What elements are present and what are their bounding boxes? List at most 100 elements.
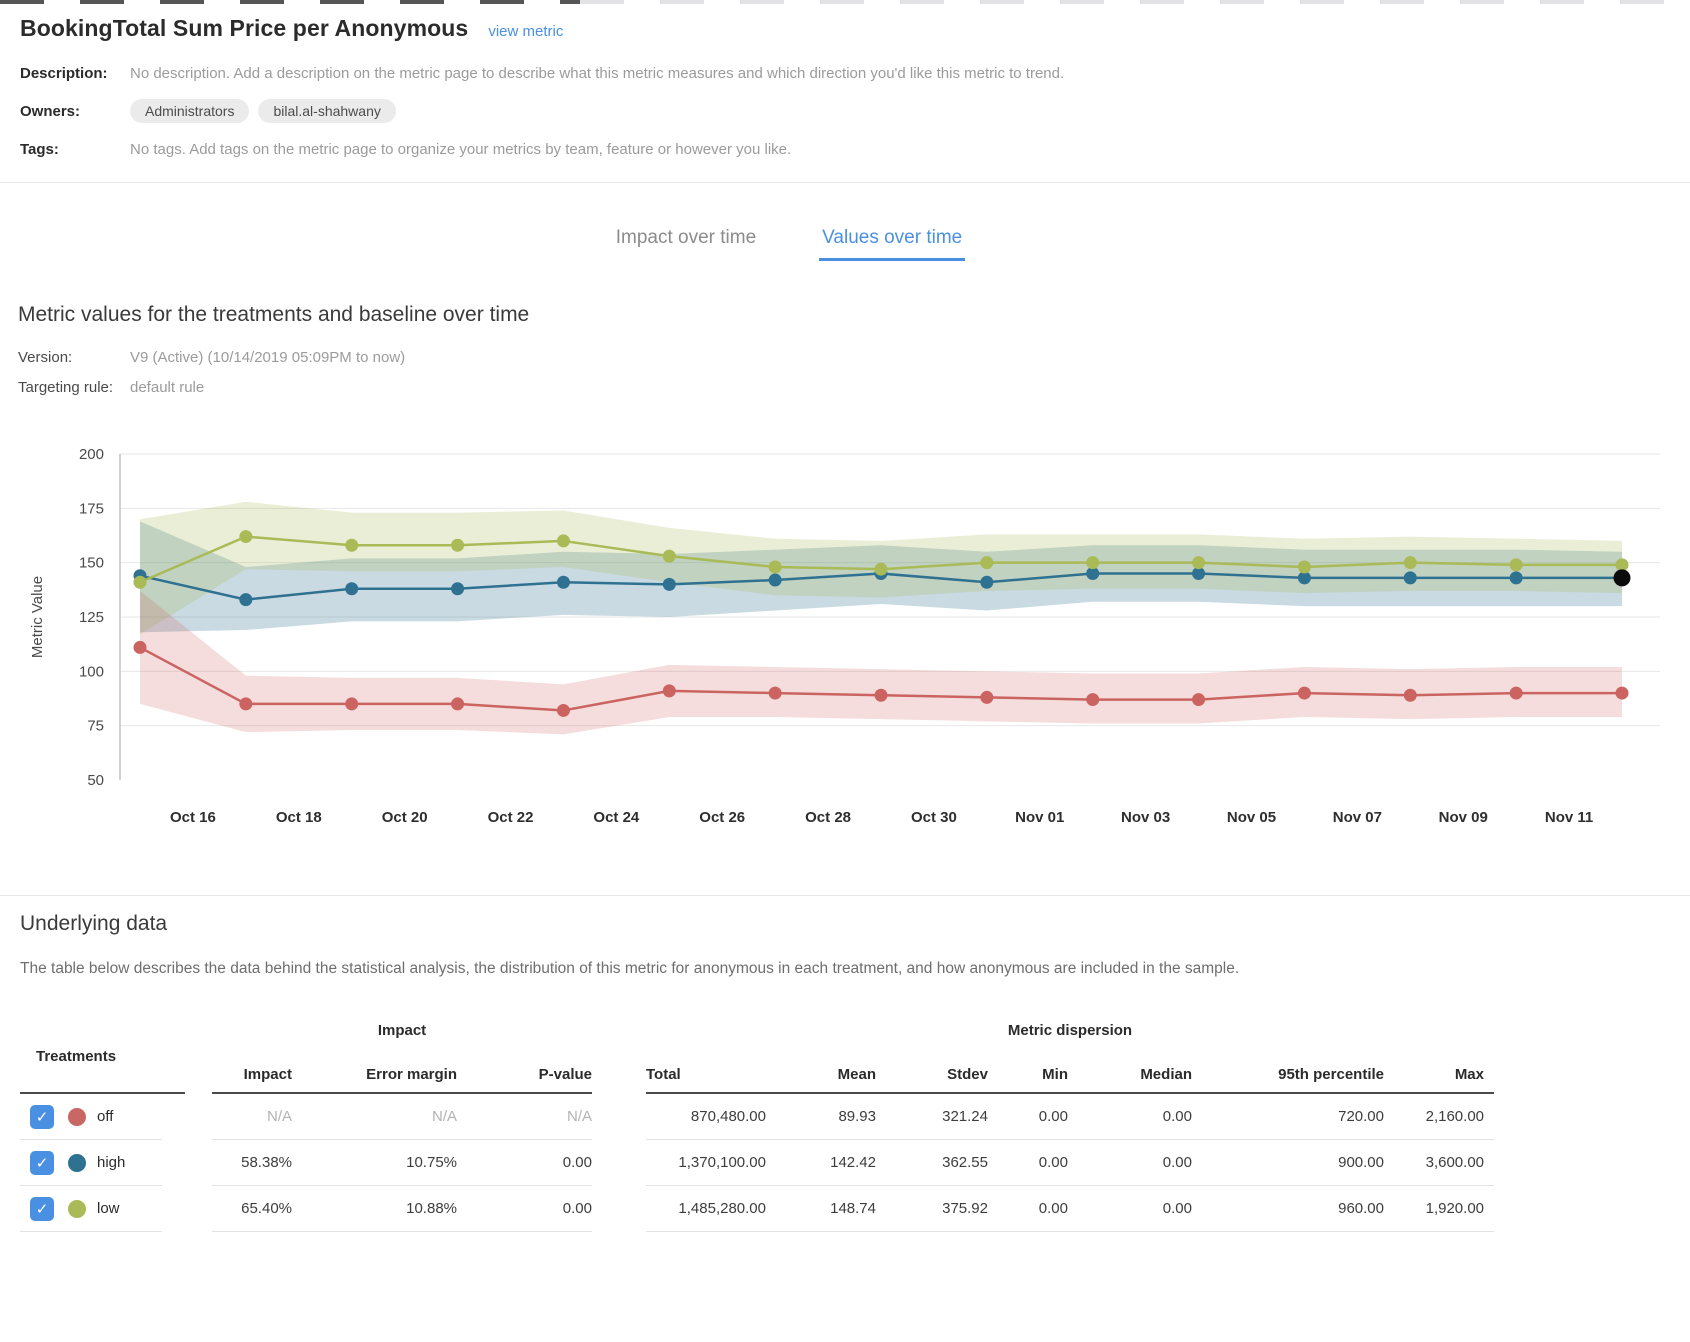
table-row-impact-low: 65.40% 10.88% 0.00 (212, 1186, 592, 1232)
y-tick-label: 125 (79, 609, 104, 626)
dispersion-column-header: 95th percentile (1278, 1066, 1384, 1083)
dispersion-cell: 0.00 (1162, 1200, 1192, 1217)
data-point-low (874, 562, 888, 576)
page-title: BookingTotal Sum Price per Anonymous (20, 15, 469, 41)
dispersion-column-header: Max (1454, 1066, 1484, 1083)
data-point-high (662, 577, 676, 591)
y-axis-title: Metric Value (29, 576, 46, 658)
data-point-low (1615, 558, 1629, 572)
data-point-low (1192, 556, 1206, 570)
data-point-low (556, 534, 570, 548)
dispersion-cell: 89.93 (838, 1108, 876, 1125)
version-label: Version: (18, 349, 73, 366)
page-header: BookingTotal Sum Price per Anonymous vie… (20, 15, 1690, 42)
treatment-row-low: ✓ low (20, 1186, 162, 1232)
data-point-high (239, 593, 253, 607)
table-row-dispersion-high: 1,370,100.00 142.42 362.55 0.00 0.00 900.00 3,… (646, 1140, 1494, 1186)
dispersion-column-header: Min (1042, 1066, 1068, 1083)
table-row-dispersion-low: 1,485,280.00 148.74 375.92 0.00 0.00 960.00 1,… (646, 1186, 1494, 1232)
dispersion-cell: 0.00 (1162, 1154, 1192, 1171)
dispersion-cell: 2,160.00 (1425, 1108, 1484, 1125)
treatment-row-off: ✓ off (20, 1094, 162, 1140)
underlying-data-heading: Underlying data (20, 912, 168, 935)
data-point-high (345, 582, 359, 596)
treatment-label: low (97, 1200, 120, 1217)
dispersion-column-header: Total (646, 1066, 681, 1083)
dispersion-cell: 720.00 (1338, 1108, 1384, 1125)
version-value: V9 (Active) (10/14/2019 05:09PM to now) (130, 349, 406, 366)
section-divider-2 (0, 895, 1690, 896)
x-tick-label: Oct 26 (699, 809, 745, 826)
data-point-off (1403, 688, 1417, 702)
data-point-low (1509, 558, 1523, 572)
impact-cell: 58.38% (241, 1154, 292, 1171)
data-point-low (662, 549, 676, 563)
data-point-off (980, 690, 994, 704)
data-point-low (1297, 560, 1311, 574)
dispersion-cell: 148.74 (830, 1200, 876, 1217)
dispersion-cell: 900.00 (1338, 1154, 1384, 1171)
x-tick-label: Oct 30 (911, 809, 957, 826)
dispersion-column-header: Median (1140, 1066, 1192, 1083)
tags-label: Tags: (20, 140, 59, 158)
owners-label: Owners: (20, 102, 81, 120)
tab-impact-over-time[interactable]: Impact over time (615, 227, 757, 248)
y-tick-label: 100 (79, 663, 104, 680)
values-over-time-chart: 50 75 100 125 150 175 200 Metric Value Oct 16 Oct… (0, 432, 1690, 889)
dispersion-cell: 3,600.00 (1425, 1154, 1484, 1171)
targeting-rule-label: Targeting rule: (18, 379, 114, 396)
data-point-low (1403, 556, 1417, 570)
treatment-color-dot-low (68, 1199, 86, 1218)
x-tick-label: Oct 16 (170, 809, 216, 826)
description-row: Description: No description. Add a descr… (20, 62, 1690, 84)
current-value-point (1613, 569, 1631, 587)
underlying-data-description: The table below describes the data behin… (20, 960, 1240, 977)
treatment-label: off (97, 1108, 114, 1125)
data-point-high (451, 582, 465, 596)
owners-chips: Administrators bilal.al-shahwany (130, 99, 396, 123)
data-point-off (345, 697, 359, 711)
data-point-high (1086, 567, 1100, 581)
treatment-color-dot-high (68, 1153, 86, 1172)
owners-row: Owners: Administrators bilal.al-shahwany (20, 99, 1690, 123)
view-metric-link[interactable]: view metric (488, 23, 564, 40)
dispersion-column-header: Mean (837, 1066, 876, 1083)
treatment-checkbox-high[interactable]: ✓ (30, 1150, 54, 1175)
version-info: Version: V9 (Active) (10/14/2019 05:09PM… (18, 349, 1690, 396)
x-tick-label: Nov 11 (1545, 809, 1593, 826)
data-point-high (556, 575, 570, 589)
impact-cell: 10.75% (406, 1154, 457, 1171)
treatments-group-spacer (20, 1022, 185, 1048)
treatment-checkbox-low[interactable]: ✓ (30, 1196, 54, 1221)
section-divider (0, 182, 1690, 183)
data-point-high (1403, 571, 1417, 585)
data-point-off (239, 697, 253, 711)
top-edge-artifact (0, 0, 1690, 5)
impact-cell: 0.00 (562, 1154, 592, 1171)
impact-column-group: Impact Impact Error margin P-value N/A N/A N… (212, 1022, 592, 1232)
owner-chip: Administrators (130, 99, 250, 123)
data-point-off (1086, 693, 1100, 707)
impact-column-header: P-value (538, 1066, 592, 1083)
data-point-off (768, 686, 782, 700)
data-point-off (1509, 686, 1523, 700)
tags-row: Tags: No tags. Add tags on the metric pa… (20, 138, 1690, 160)
tab-values-over-time[interactable]: Values over time (819, 227, 966, 261)
metric-meta: Description: No description. Add a descr… (20, 62, 1690, 160)
x-tick-label: Oct 20 (382, 809, 428, 826)
table-row-impact-high: 58.38% 10.75% 0.00 (212, 1140, 592, 1186)
data-point-low (980, 556, 994, 570)
treatment-checkbox-off[interactable]: ✓ (30, 1104, 54, 1129)
data-point-high (1509, 571, 1523, 585)
data-point-off (451, 697, 465, 711)
data-point-off (662, 684, 676, 698)
y-tick-label: 50 (87, 772, 104, 789)
data-point-off (1192, 693, 1206, 707)
description-label: Description: (20, 64, 108, 82)
table-row-impact-off: N/A N/A N/A (212, 1094, 592, 1140)
data-point-off (1615, 686, 1629, 700)
data-point-low (768, 560, 782, 574)
table-row-dispersion-off: 870,480.00 89.93 321.24 0.00 0.00 720.00 2,160… (646, 1094, 1494, 1140)
dispersion-cell: 1,920.00 (1425, 1200, 1484, 1217)
data-point-low (1086, 556, 1100, 570)
